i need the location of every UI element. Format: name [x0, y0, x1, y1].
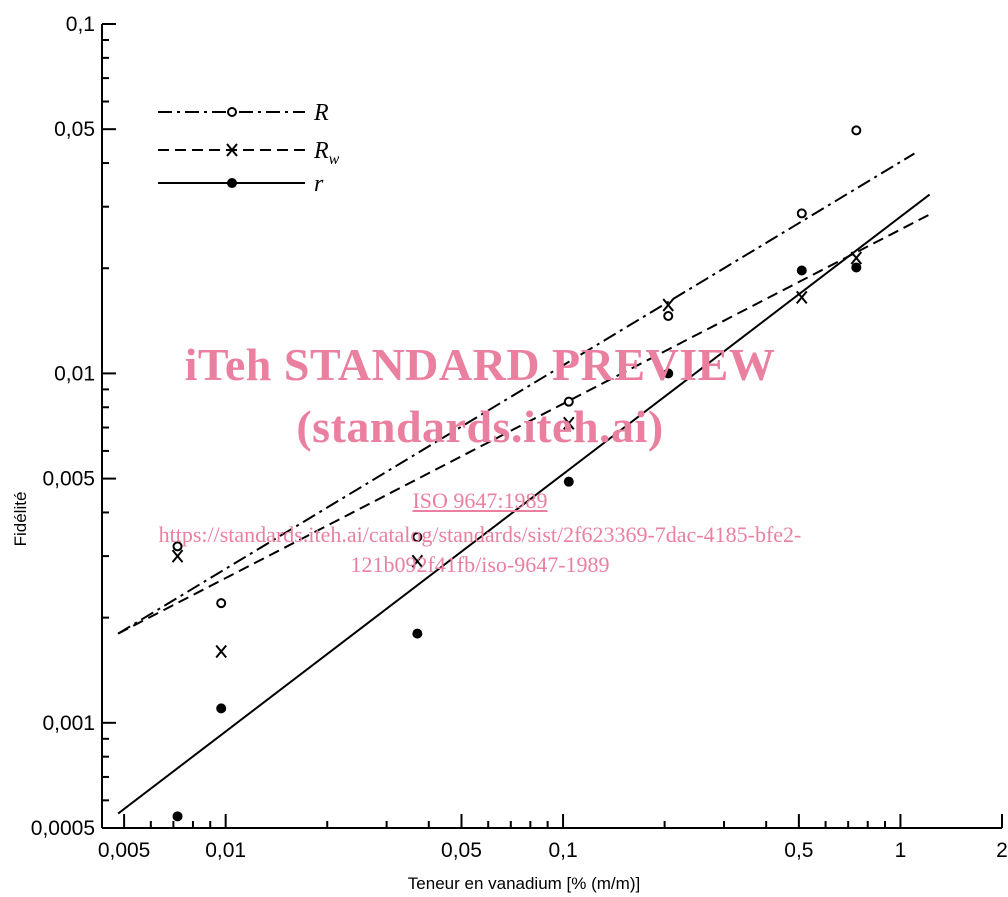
x-tick-label: 0,005: [98, 839, 151, 862]
x-tick-label: 0,01: [205, 839, 246, 862]
data-point-R: [412, 532, 423, 543]
y-tick-label: 0,0005: [31, 817, 95, 840]
legend-marker: [227, 107, 237, 117]
fit-lines: [117, 152, 931, 815]
data-point-r: [796, 265, 807, 276]
legend-marker: [227, 178, 237, 188]
y-tick-label: 0,001: [42, 712, 95, 735]
watermark-standard-link[interactable]: ISO 9647:1989: [412, 488, 548, 513]
data-point-r: [851, 262, 862, 273]
watermark-title: iTeh STANDARD PREVIEW: [184, 339, 776, 390]
data-point-R: [216, 598, 227, 609]
y-tick-label: 0,01: [54, 362, 95, 385]
axis-ticks: [102, 23, 1003, 829]
watermark-subtitle: (standards.iteh.ai): [296, 401, 664, 452]
fit-line-R: [117, 152, 915, 635]
fit-line-r: [117, 193, 931, 815]
data-point-r: [172, 811, 183, 822]
data-point-R: [563, 396, 574, 407]
data-point-R: [172, 541, 183, 552]
legend-label: r: [314, 171, 324, 197]
data-markers: [171, 125, 863, 822]
x-tick-label: 2: [996, 839, 1008, 862]
data-point-r: [216, 703, 227, 714]
axes: [101, 24, 1002, 829]
data-point-R: [663, 310, 674, 321]
watermark-url-line2: 121b092f41fb/iso-9647-1989: [350, 552, 610, 577]
data-point-r: [563, 476, 574, 487]
y-axis-title: Fidélité: [11, 492, 30, 547]
legend-marker: [226, 143, 238, 157]
data-point-R: [796, 208, 807, 219]
y-tick-label: 0,1: [66, 13, 95, 36]
tick-labels: 0,005 0,01 0,05 0,1 0,5 1 2 0,0005 0,001 0,005 0,0…: [31, 13, 1008, 862]
x-tick-label: 1: [895, 839, 907, 862]
watermark-url-line1: https://standards.iteh.ai/catalog/standa…: [158, 522, 802, 547]
data-point-R: [851, 125, 862, 136]
legend-label: R: [313, 100, 329, 126]
data-point-r: [412, 628, 423, 639]
x-tick-label: 0,05: [441, 839, 482, 862]
x-tick-label: 0,5: [784, 839, 813, 862]
data-point-Rw: [796, 290, 808, 305]
legend-label: Rw: [313, 138, 340, 168]
data-point-Rw: [215, 644, 227, 659]
data-point-Rw: [411, 554, 424, 568]
x-axis-title: Teneur en vanadium [% (m/m)]: [408, 874, 640, 893]
legend: R Rw r: [158, 100, 340, 197]
data-point-Rw: [850, 251, 863, 265]
data-point-Rw: [171, 549, 184, 563]
data-point-Rw: [662, 298, 674, 312]
y-tick-label: 0,005: [42, 468, 95, 491]
x-tick-label: 0,1: [548, 839, 577, 862]
data-point-Rw: [563, 416, 575, 430]
data-point-r: [663, 368, 674, 379]
y-tick-label: 0,05: [54, 118, 95, 141]
